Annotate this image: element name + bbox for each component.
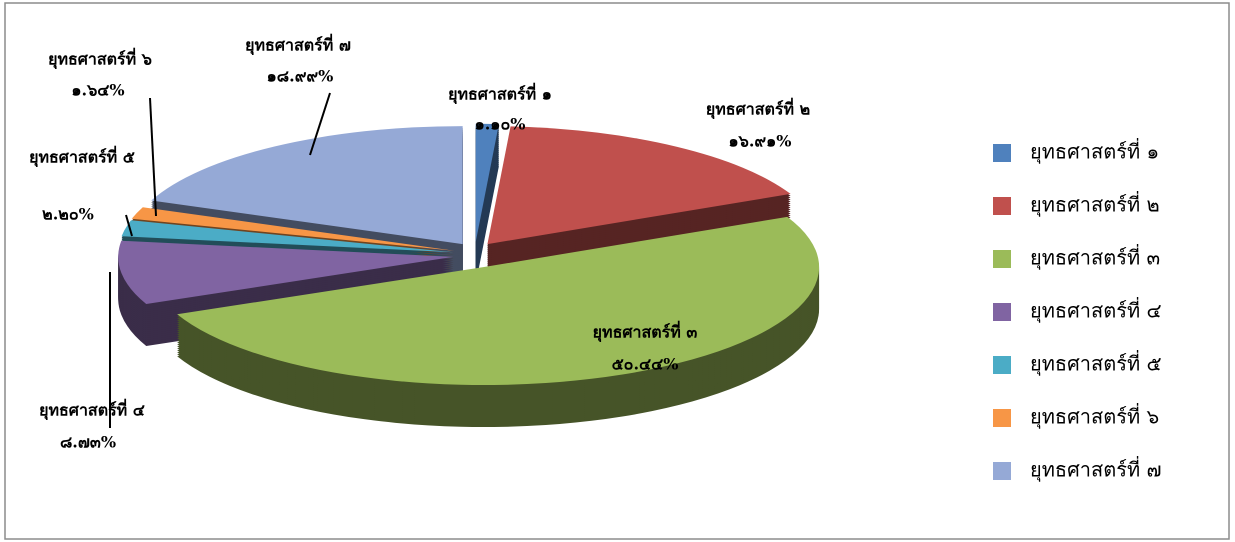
data-label-value: ๑.๖๔% — [71, 81, 124, 100]
pie-slice — [118, 240, 454, 305]
labels: ยุทธศาสตร์ที่ ๑๑.๑๐%ยุทธศาสตร์ที่ ๒๑๖.๙๑… — [29, 34, 1162, 483]
pie-slice — [121, 220, 454, 253]
data-label-name: ยุทธศาสตร์ที่ ๑ — [448, 83, 552, 105]
data-label-value: ๘.๗๓% — [60, 433, 116, 452]
pie-slice — [475, 123, 499, 242]
legend-swatch — [993, 197, 1011, 215]
leader-line — [309, 92, 331, 156]
pie-slice — [487, 126, 791, 245]
legend-swatch — [993, 462, 1011, 480]
data-label-name: ยุทธศาสตร์ที่ ๗ — [245, 34, 351, 56]
legend-label: ยุทธศาสตร์ที่ ๖ — [1030, 403, 1159, 430]
legend-label: ยุทธศาสตร์ที่ ๕ — [1030, 350, 1162, 377]
data-label-value: ๕๐.๔๔% — [612, 355, 679, 374]
pie-slice — [131, 207, 455, 251]
pie-slice — [177, 216, 820, 386]
data-label-name: ยุทธศาสตร์ที่ ๖ — [48, 48, 152, 70]
legend-label: ยุทธศาสตร์ที่ ๓ — [1030, 244, 1160, 271]
legend-label: ยุทธศาสตร์ที่ ๒ — [1030, 191, 1160, 218]
data-label-value: ๑๘.๙๙% — [267, 67, 334, 86]
legend-swatch — [993, 303, 1011, 321]
legend-label: ยุทธศาสตร์ที่ ๑ — [1030, 138, 1159, 165]
legend-swatch — [993, 250, 1011, 268]
data-label-name: ยุทธศาสตร์ที่ ๒ — [706, 98, 810, 120]
data-label-name: ยุทธศาสตร์ที่ ๓ — [593, 321, 698, 343]
legend-swatch — [993, 356, 1011, 374]
data-label-name: ยุทธศาสตร์ที่ ๕ — [29, 146, 135, 168]
data-label-value: ๑.๑๐% — [475, 115, 526, 134]
pie-slice — [151, 126, 463, 245]
legend-swatch — [993, 409, 1011, 427]
legend-swatch — [993, 144, 1011, 162]
legend-label: ยุทธศาสตร์ที่ ๗ — [1030, 456, 1162, 483]
leader-line — [149, 97, 157, 217]
leader-line — [125, 214, 133, 237]
legend-label: ยุทธศาสตร์ที่ ๔ — [1030, 297, 1162, 324]
data-label-name: ยุทธศาสตร์ที่ ๔ — [39, 399, 145, 421]
data-label-value: ๑๖.๙๑% — [729, 132, 792, 151]
pie-tops — [118, 123, 820, 386]
data-label-value: ๒.๒๐% — [42, 205, 94, 224]
